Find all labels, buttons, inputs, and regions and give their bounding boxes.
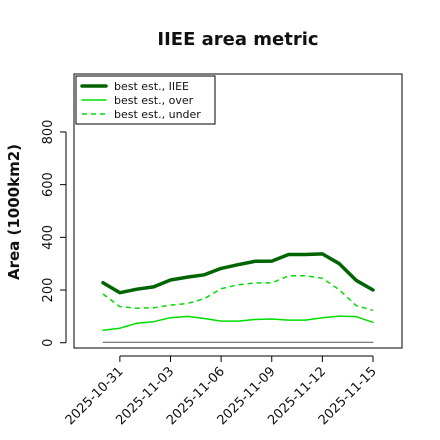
- series-line-best-est-under: [102, 275, 374, 312]
- legend-label: best est., IIEE: [114, 80, 189, 93]
- series-line-best-est-over: [102, 315, 374, 332]
- legend-label: best est., under: [114, 108, 201, 121]
- series-line-best-est-iiee: [101, 252, 375, 295]
- plot-frame: [73, 73, 403, 349]
- x-axis: 2025-10-312025-11-032025-11-062025-11-09…: [63, 355, 380, 428]
- y-axis: 0 200 400 600 800: [41, 120, 67, 347]
- series-layer: [101, 252, 375, 343]
- y-axis-label: Area (1000km2): [5, 144, 23, 280]
- legend-label: best est., over: [114, 94, 194, 107]
- y-tick-label: 400: [41, 225, 56, 250]
- chart-title: IIEE area metric: [157, 29, 318, 50]
- y-tick-label: 600: [41, 172, 56, 197]
- y-tick-label: 0: [41, 339, 56, 347]
- y-tick-label: 800: [41, 120, 56, 145]
- y-tick-label: 200: [41, 278, 56, 303]
